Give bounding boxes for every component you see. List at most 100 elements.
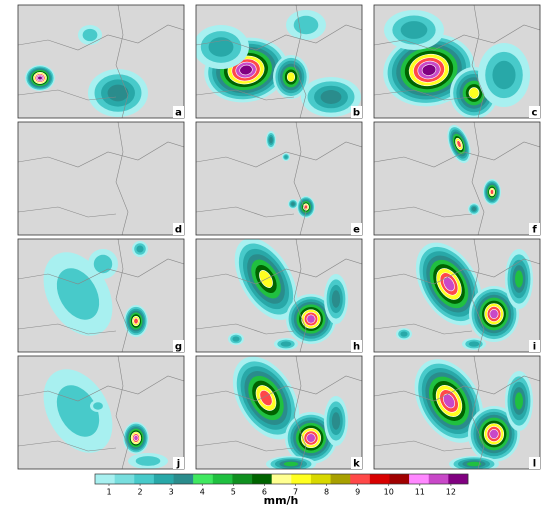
precip-contour (515, 270, 523, 288)
border-line (374, 375, 540, 402)
precip-contour (331, 290, 341, 308)
border-line (196, 24, 362, 51)
border-line (196, 375, 362, 402)
precip-contour (421, 64, 437, 76)
border-line (196, 89, 295, 101)
border-line (18, 24, 184, 51)
border-line (471, 356, 485, 469)
panel-letter-box (173, 106, 184, 118)
colorbar-swatch (173, 474, 194, 484)
colorbar-label: mm/h (264, 494, 299, 507)
map-area (18, 122, 184, 235)
precip-contour (293, 15, 319, 35)
precip-contour (466, 461, 482, 467)
panel-frame (373, 238, 541, 353)
colorbar-swatch (350, 474, 371, 484)
colorbar-swatch (369, 474, 390, 484)
precip-contour (93, 402, 103, 410)
map-panel: i (373, 238, 541, 353)
border-line (115, 356, 129, 469)
colorbar-swatch (153, 474, 174, 484)
border-line (374, 24, 540, 51)
border-line (471, 239, 485, 352)
colorbar-swatch (389, 474, 410, 484)
panel-frame (195, 4, 363, 119)
map-area (196, 239, 362, 352)
border-line (374, 141, 540, 168)
map-area (196, 5, 362, 118)
border-line (293, 5, 307, 118)
colorbar-swatch (193, 474, 214, 484)
colorbar-swatch (428, 474, 449, 484)
panel-frame (373, 121, 541, 236)
panel-letter: d (175, 225, 182, 236)
panel-letter: f (532, 225, 537, 236)
precip-contour (489, 429, 499, 439)
panel-letter: l (533, 459, 536, 470)
panel-frame (195, 121, 363, 236)
precip-contour (490, 189, 494, 195)
panel-letter-box (173, 457, 184, 469)
panel-letter-box (529, 457, 540, 469)
colorbar-frame (94, 473, 469, 485)
border-line (374, 206, 473, 218)
map-background (196, 122, 362, 235)
border-line (196, 141, 362, 168)
precip-contour (468, 341, 480, 347)
map-panel: e (195, 121, 363, 236)
precip-contour (56, 268, 100, 320)
border-line (196, 323, 295, 335)
map-panel: d (17, 121, 185, 236)
panel-letter-box (351, 223, 362, 235)
colorbar-swatch (330, 474, 351, 484)
border-line (471, 5, 485, 118)
colorbar-tick-label: 7 (293, 488, 298, 497)
map-panel: f (373, 121, 541, 236)
precip-contour (442, 393, 456, 409)
colorbar-tick-label: 6 (262, 488, 267, 497)
border-line (293, 356, 307, 469)
precip-contour (443, 276, 455, 292)
border-line (115, 239, 129, 352)
precip-contour (107, 84, 129, 102)
colorbar-tick-label: 2 (138, 488, 143, 497)
border-line (293, 239, 307, 352)
map-area (196, 122, 362, 235)
precip-contour (37, 75, 43, 81)
precip-contour (269, 136, 273, 144)
precip-contour (280, 341, 292, 347)
precip-contour (400, 21, 428, 39)
border-line (374, 258, 540, 285)
map-area (18, 356, 184, 469)
map-area (374, 5, 540, 118)
precip-contour (468, 87, 480, 99)
border-line (18, 206, 117, 218)
map-panel: k (195, 355, 363, 470)
border-line (18, 323, 117, 335)
border-line (18, 141, 184, 168)
precip-contour (286, 72, 296, 82)
border-line (115, 5, 129, 118)
precip-contour (320, 90, 342, 104)
panel-letter-box (173, 223, 184, 235)
panel-letter-box (173, 340, 184, 352)
panel-letter-box (529, 223, 540, 235)
colorbar-swatch (291, 474, 312, 484)
precip-contour (232, 336, 240, 342)
map-background (18, 122, 184, 235)
border-line (18, 375, 184, 402)
panel-letter-box (529, 340, 540, 352)
precip-contour (471, 206, 477, 212)
colorbar-tick-label: 10 (384, 488, 394, 497)
precip-contour (93, 254, 113, 274)
colorbar-tick-label: 12 (446, 488, 456, 497)
precip-contour (400, 331, 408, 337)
colorbar-swatch (409, 474, 430, 484)
precip-contour (291, 202, 295, 206)
border-line (196, 258, 362, 285)
border-line (374, 89, 473, 101)
panel-letter: h (353, 342, 360, 353)
panel-letter-box (351, 457, 362, 469)
panel-grid: a b c d e f g h i j k l (17, 4, 541, 470)
